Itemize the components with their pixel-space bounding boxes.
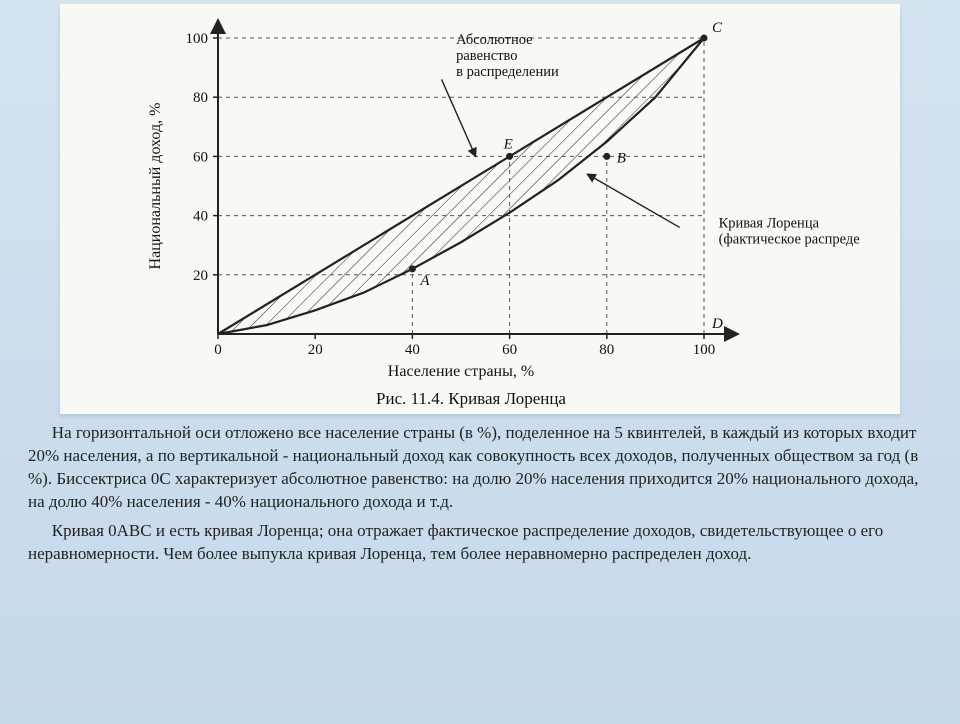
equality-annotation: Абсолютное [456,32,532,48]
equality-arrow [442,79,476,156]
y-axis-label: Национальный доход, % [147,103,164,270]
lorenz-annotation: (фактическое распределение) [719,231,860,247]
x-tick-label: 100 [693,342,716,358]
chart-panel: 0 20 40 60 80 100 20 40 60 80 100 Население страны,… [60,4,900,414]
x-tick-label: 60 [502,342,517,358]
equality-annotation: в распределении [456,64,559,80]
point-label-B: B [617,150,626,166]
x-tick-label: 80 [599,342,614,358]
description-block: На горизонтальной оси отложено все насел… [0,414,960,566]
paragraph-2: Кривая 0ABC и есть кривая Лоренца; она о… [28,520,932,566]
point-B [603,153,610,160]
equality-annotation: равенство [456,48,517,64]
y-tick-label: 40 [193,209,208,225]
point-A [409,265,416,272]
lorenz-annotation: Кривая Лоренца [719,215,820,231]
x-tick-label: 20 [308,342,323,358]
x-axis-label: Население страны, % [388,363,534,380]
point-label-A: A [419,273,430,289]
lorenz-arrow [587,174,679,227]
x-tick-label: 0 [214,342,222,358]
y-tick-label: 20 [193,268,208,284]
point-E [506,153,513,160]
lorenz-chart: 0 20 40 60 80 100 20 40 60 80 100 Население страны,… [100,10,860,410]
point-C [701,35,708,42]
point-label-E: E [503,136,513,152]
equality-line [218,38,704,334]
y-tick-label: 80 [193,90,208,106]
chart-caption: Рис. 11.4. Кривая Лоренца [376,389,566,408]
y-tick-label: 60 [193,149,208,165]
point-label-C: C [712,20,723,36]
y-tick-label: 100 [186,31,209,47]
x-tick-label: 40 [405,342,420,358]
paragraph-1: На горизонтальной оси отложено все насел… [28,422,932,514]
point-label-D: D [711,316,723,332]
